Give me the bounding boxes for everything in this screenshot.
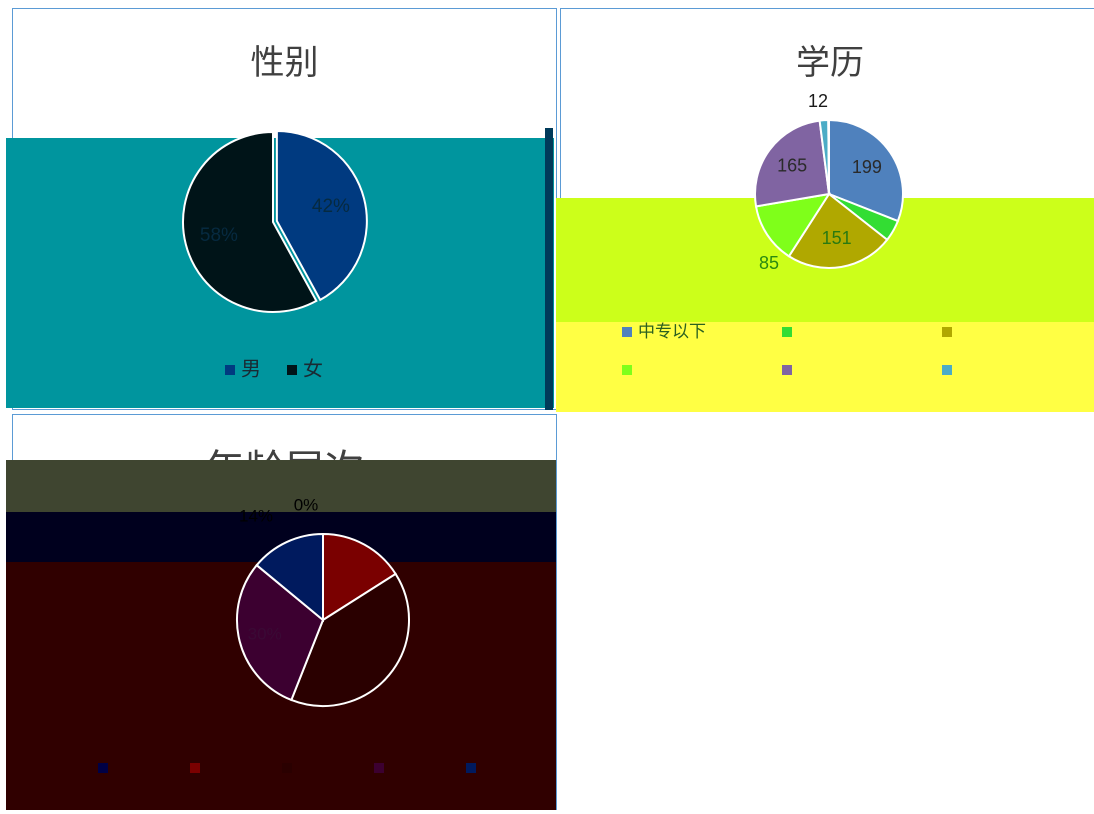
pie-2-data-label-3: 30% <box>248 624 282 643</box>
pie-1-legend-label-0: 中专以下 <box>638 322 706 342</box>
pie-0-legend-label-0: 男 <box>241 357 261 381</box>
pie-2-legend-swatch-2 <box>282 763 292 773</box>
pie-2-slice-3 <box>236 563 325 702</box>
pie-0-legend-swatch-1 <box>287 365 297 375</box>
pie-1-slice-3 <box>754 192 832 258</box>
pie-1-data-label-3: 85 <box>759 253 779 273</box>
pie-2-legend-swatch-3 <box>374 763 384 773</box>
pie-2-slice-1 <box>322 532 397 622</box>
pie-1-legend-swatch-2 <box>942 327 952 337</box>
pie-0-data-label-1: 58% <box>200 225 238 246</box>
pie-0-legend-label-1: 女 <box>303 357 323 381</box>
pie-2-slice-4 <box>255 532 324 623</box>
pie-1-slice-2 <box>787 192 889 269</box>
gender-chart-title: 性别 <box>250 43 319 83</box>
pie-1-data-label-4: 165 <box>777 155 807 175</box>
pie-2-legend-swatch-4 <box>466 763 476 773</box>
pie-1-slice-0 <box>828 118 904 223</box>
education-yellow-overlay <box>556 322 1094 412</box>
pie-1-legend-swatch-3 <box>622 365 632 375</box>
age-olive-overlay <box>6 460 556 522</box>
pie-2-legend-swatch-0 <box>98 763 108 773</box>
pie-2-legend-swatch-1 <box>190 763 200 773</box>
pie-1-legend-swatch-0 <box>622 327 632 337</box>
pie-0-data-label-0: 42% <box>312 196 350 217</box>
pie-1-legend-swatch-4 <box>782 365 792 375</box>
pie-2-data-label-4: 14% <box>239 506 273 525</box>
pie-1-data-label-2: 151 <box>822 228 852 248</box>
gender-overlay-stripe <box>545 128 553 410</box>
pie-1-data-label-0: 199 <box>852 157 882 177</box>
pie-0-legend-swatch-0 <box>225 365 235 375</box>
pie-1-legend-swatch-1 <box>782 327 792 337</box>
pie-0-slice-0 <box>275 130 368 302</box>
pie-2-data-label-0: 0% <box>294 495 319 514</box>
education-chart-title: 学历 <box>796 43 864 83</box>
pie-1-legend-swatch-5 <box>942 365 952 375</box>
pie-1-slice-6 <box>827 118 830 195</box>
pie-2-slice-2 <box>290 572 410 707</box>
pie-1-data-label-5: 12 <box>808 91 828 111</box>
pie-1-slice-4 <box>754 119 831 208</box>
pie-0-slice-1 <box>182 130 318 313</box>
